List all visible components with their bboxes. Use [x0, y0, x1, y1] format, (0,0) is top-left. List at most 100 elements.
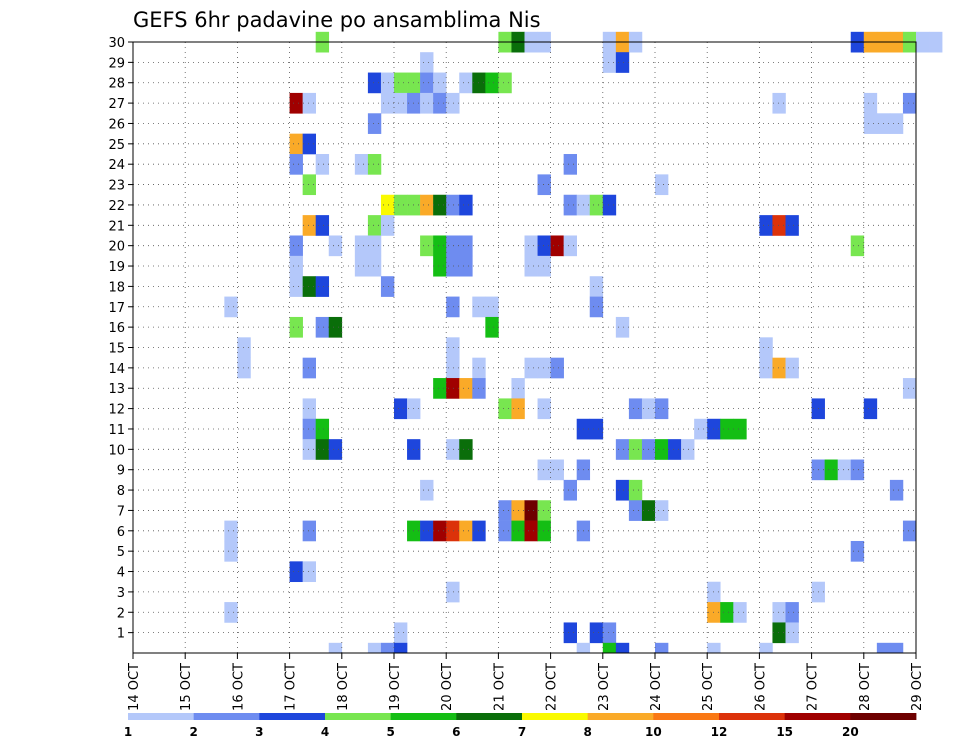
- heatmap-cell: [668, 439, 682, 460]
- heatmap-cell: [354, 255, 369, 277]
- heatmap-cell: [850, 540, 865, 562]
- heatmap-cell: [628, 398, 643, 420]
- heatmap-cell: [589, 194, 604, 216]
- colorbar-label: 20: [842, 725, 859, 739]
- heatmap-cell: [824, 459, 838, 481]
- y-tick-label: 10: [108, 443, 125, 458]
- heatmap-cell: [772, 215, 786, 236]
- heatmap-cell: [837, 459, 852, 481]
- y-tick-label: 7: [117, 504, 125, 519]
- heatmap-cell: [655, 174, 669, 196]
- heatmap-cell: [655, 642, 669, 654]
- x-tick-label: 20 OCT: [440, 663, 455, 711]
- colorbar-segment: [128, 713, 195, 720]
- heatmap-cell: [589, 276, 604, 297]
- y-tick-label: 24: [108, 158, 125, 173]
- heatmap-cell: [550, 459, 564, 481]
- heatmap-cell: [446, 235, 460, 257]
- heatmap-cell: [863, 398, 878, 420]
- y-tick-label: 27: [108, 97, 125, 112]
- heatmap-cell: [433, 235, 447, 257]
- x-tick-label: 21 OCT: [492, 663, 507, 711]
- heatmap-cell: [524, 235, 538, 257]
- heatmap-cell: [289, 235, 303, 257]
- y-tick-label: 22: [108, 199, 125, 214]
- heatmap-cell: [237, 357, 251, 379]
- heatmap-cell: [929, 31, 943, 53]
- y-tick-label: 6: [117, 525, 125, 540]
- colorbar-label: 8: [583, 725, 591, 739]
- heatmap-cell: [446, 337, 460, 358]
- heatmap-cell: [420, 194, 434, 216]
- heatmap-cell: [420, 92, 434, 114]
- y-tick-label: 13: [108, 382, 125, 397]
- colorbar-segment: [719, 713, 786, 720]
- heatmap-cell: [302, 418, 316, 440]
- heatmap-cell: [759, 357, 773, 379]
- heatmap-cell: [563, 479, 577, 501]
- y-tick-label: 16: [108, 321, 125, 336]
- heatmap-cell: [615, 439, 630, 460]
- heatmap-cell: [420, 235, 434, 257]
- x-tick-label: 19 OCT: [388, 663, 403, 711]
- heatmap-cell: [446, 296, 460, 318]
- heatmap-cell: [315, 418, 330, 440]
- heatmap-cell: [420, 52, 434, 73]
- heatmap-cell: [289, 154, 303, 175]
- heatmap-cell: [315, 316, 330, 338]
- heatmap-cell: [785, 622, 799, 644]
- heatmap-cell: [224, 602, 238, 623]
- heatmap-cell: [602, 194, 617, 216]
- heatmap-cell: [237, 337, 251, 358]
- colorbar-segment: [325, 713, 392, 720]
- y-tick-label: 26: [108, 117, 125, 132]
- heatmap-cell: [459, 378, 473, 399]
- heatmap-cell: [302, 92, 316, 114]
- heatmap-cell: [537, 500, 551, 521]
- colorbar-segment: [587, 713, 654, 720]
- heatmap-cell: [681, 439, 695, 460]
- heatmap-cell: [328, 235, 343, 257]
- heatmap-cell: [354, 154, 369, 175]
- heatmap-cell: [302, 276, 316, 297]
- x-tick-label: 23 OCT: [597, 663, 612, 711]
- heatmap-cell: [394, 642, 408, 654]
- heatmap-cell: [863, 92, 878, 114]
- colorbar-label: 4: [321, 725, 329, 739]
- heatmap-cell: [537, 255, 551, 277]
- heatmap-cell: [394, 92, 408, 114]
- heatmap-cell: [380, 642, 395, 654]
- heatmap-cell: [367, 255, 382, 277]
- heatmap-cell: [537, 357, 551, 379]
- heatmap-cell: [394, 72, 408, 94]
- y-tick-label: 17: [108, 301, 125, 316]
- heatmap-cell: [354, 235, 369, 257]
- x-tick-label: 29 OCT: [910, 663, 925, 711]
- heatmap-cell: [759, 642, 773, 654]
- heatmap-cell: [772, 622, 786, 644]
- heatmap-cell: [602, 622, 617, 644]
- heatmap-cell: [537, 459, 551, 481]
- colorbar-label: 7: [518, 725, 526, 739]
- heatmap-cell: [302, 398, 316, 420]
- colorbar-label: 2: [189, 725, 197, 739]
- heatmap-cell: [289, 561, 303, 583]
- heatmap-cell: [563, 154, 577, 175]
- heatmap-cell: [224, 296, 238, 318]
- colorbar-label: 6: [452, 725, 460, 739]
- y-tick-label: 8: [117, 484, 125, 499]
- heatmap-cell: [772, 602, 786, 623]
- heatmap-cell: [902, 520, 917, 542]
- heatmap-cell: [367, 154, 382, 175]
- heatmap-cell: [876, 642, 891, 654]
- heatmap-cell: [380, 215, 395, 236]
- colorbar-label: 1: [124, 725, 132, 739]
- heatmap-cell: [224, 520, 238, 542]
- colorbar-label: 3: [255, 725, 263, 739]
- heatmap-cell: [302, 215, 316, 236]
- y-axis-ticks: 1234567891011121314151617181920212223242…: [108, 36, 133, 642]
- heatmap-cell: [850, 235, 865, 257]
- heatmap-cell: [302, 520, 316, 542]
- heatmap-cell: [380, 92, 395, 114]
